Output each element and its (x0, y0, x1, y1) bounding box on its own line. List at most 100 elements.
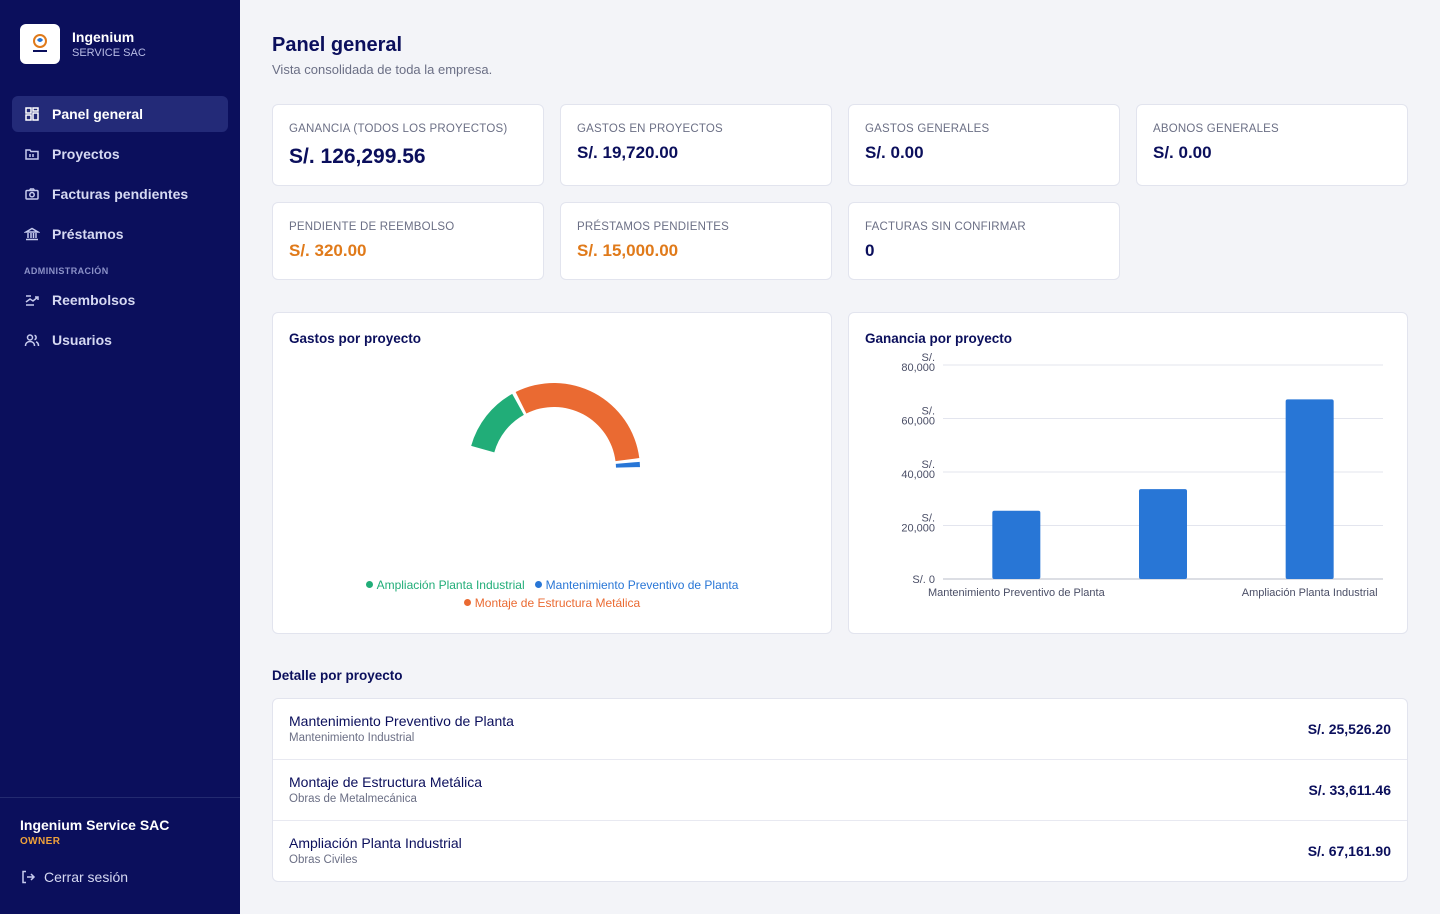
main-nav: Panel general Proyectos Facturas pendien… (12, 96, 228, 362)
bar[interactable] (1285, 399, 1334, 579)
kpi-value: S/. 126,299.56 (289, 145, 426, 168)
bar[interactable] (1139, 489, 1187, 579)
sidebar-item-usuarios[interactable]: Usuarios (12, 322, 228, 358)
bank-icon (24, 227, 40, 241)
legend-item[interactable]: Ampliación Planta Industrial (365, 578, 525, 592)
user-name: Ingenium Service SAC (20, 817, 170, 833)
y-tick-label: 80,000 (901, 362, 935, 374)
sidebar: Ingenium SERVICE SAC Panel general Proye… (0, 0, 240, 914)
logout-label: Cerrar sesión (44, 869, 129, 885)
project-category: Obras Civiles (289, 854, 358, 866)
chart-legend-row-1: Ampliación Planta Industrial Mantenimien… (273, 578, 831, 592)
kpi-value: S/. 320.00 (289, 241, 367, 260)
pie-slice[interactable] (515, 383, 640, 462)
kpi-label: GASTOS EN PROYECTOS (577, 123, 723, 135)
nav-section-administracion: ADMINISTRACIÓN (24, 266, 109, 276)
y-tick-label: S/. (922, 459, 935, 471)
table-row[interactable]: Montaje de Estructura Metálica Obras de … (273, 760, 1407, 821)
sidebar-item-facturas-pendientes[interactable]: Facturas pendientes (12, 176, 228, 212)
kpi-card-gastos-generales: GASTOS GENERALES S/. 0.00 (848, 104, 1120, 186)
sidebar-item-label: Panel general (52, 106, 144, 122)
kpi-label: GASTOS GENERALES (865, 123, 990, 135)
sidebar-item-label: Usuarios (52, 332, 112, 348)
chart-card-ganancia: Ganancia por proyecto S/. 0 S/. 20,000 S/. 4… (848, 312, 1408, 634)
project-name: Ampliación Planta Industrial (289, 835, 462, 851)
kpi-label: GANANCIA (TODOS LOS PROYECTOS) (289, 123, 508, 135)
legend-dot (365, 581, 373, 589)
pie-slice[interactable] (471, 393, 524, 453)
kpi-label: ABONOS GENERALES (1153, 123, 1279, 135)
project-amount: S/. 33,611.46 (1308, 782, 1391, 798)
users-icon (24, 334, 40, 347)
kpi-card-abonos-generales: ABONOS GENERALES S/. 0.00 (1136, 104, 1408, 186)
logout-icon (22, 870, 36, 884)
brand-subtitle: SERVICE SAC (72, 46, 146, 59)
sidebar-item-label: Reembolsos (52, 292, 136, 308)
donut-chart (471, 383, 640, 468)
project-name: Mantenimiento Preventivo de Planta (289, 713, 514, 729)
y-tick-label: S/. (922, 513, 935, 525)
x-tick-label: Ampliación Planta Industrial (1242, 587, 1378, 599)
chart-title: Ganancia por proyecto (865, 331, 1013, 346)
kpi-value: S/. 0.00 (865, 143, 924, 162)
sidebar-item-label: Facturas pendientes (52, 186, 189, 202)
project-category: Obras de Metalmecánica (289, 793, 417, 805)
kpi-card-ganancia: GANANCIA (TODOS LOS PROYECTOS) S/. 126,2… (272, 104, 544, 186)
kpi-value: S/. 15,000.00 (577, 241, 679, 260)
kpi-label: FACTURAS SIN CONFIRMAR (865, 221, 1026, 233)
y-tick-label: S/. (922, 352, 935, 364)
sidebar-item-proyectos[interactable]: Proyectos (12, 136, 228, 172)
kpi-card-gastos-proyectos: GASTOS EN PROYECTOS S/. 19,720.00 (560, 104, 832, 186)
legend-label: Ampliación Planta Industrial (376, 578, 525, 592)
sidebar-item-panel-general[interactable]: Panel general (12, 96, 228, 132)
refund-icon (25, 295, 39, 306)
project-amount: S/. 67,161.90 (1307, 843, 1391, 859)
kpi-value: S/. 19,720.00 (577, 143, 679, 162)
brand-name: Ingenium (72, 28, 135, 45)
kpi-label: PRÉSTAMOS PENDIENTES (577, 221, 730, 233)
sidebar-item-label: Préstamos (52, 226, 124, 242)
legend-label: Montaje de Estructura Metálica (474, 596, 641, 610)
chart-title: Gastos por proyecto (289, 331, 422, 346)
kpi-label: PENDIENTE DE REEMBOLSO (289, 221, 455, 233)
pie-slice[interactable] (615, 461, 640, 468)
legend-dot (534, 581, 542, 589)
y-tick-label: 20,000 (901, 523, 935, 535)
camera-icon (25, 188, 39, 200)
dashboard-icon (25, 107, 39, 121)
legend-label: Mantenimiento Preventivo de Planta (545, 578, 739, 592)
kpi-value: 0 (865, 241, 875, 260)
page-title: Panel general (272, 34, 403, 56)
sidebar-item-label: Proyectos (52, 146, 120, 162)
y-tick-label: S/. 0 (912, 574, 935, 586)
user-role-badge: OWNER (20, 836, 61, 847)
kpi-card-prestamos-pendientes: PRÉSTAMOS PENDIENTES S/. 15,000.00 (560, 202, 832, 280)
kpi-card-facturas-sin-confirmar: FACTURAS SIN CONFIRMAR 0 (848, 202, 1120, 280)
legend-item[interactable]: Montaje de Estructura Metálica (463, 596, 641, 610)
legend-item[interactable]: Mantenimiento Preventivo de Planta (534, 578, 739, 592)
kpi-card-pendiente-reembolso: PENDIENTE DE REEMBOLSO S/. 320.00 (272, 202, 544, 280)
sidebar-item-reembolsos[interactable]: Reembolsos (12, 282, 228, 318)
sidebar-item-prestamos[interactable]: Préstamos (12, 216, 228, 252)
y-tick-label: 40,000 (901, 469, 935, 481)
y-tick-label: S/. (922, 406, 935, 418)
logout-button[interactable]: Cerrar sesión (20, 869, 220, 885)
chart-card-gastos: Gastos por proyecto Ampliación Planta In… (272, 312, 832, 634)
page-subtitle: Vista consolidada de toda la empresa. (272, 62, 493, 77)
project-name: Montaje de Estructura Metálica (289, 774, 482, 790)
brand[interactable]: Ingenium SERVICE SAC (20, 24, 146, 64)
x-tick-label: Mantenimiento Preventivo de Planta (928, 587, 1106, 599)
bar-chart: S/. 0S/.20,000S/.40,000S/.60,000S/.80,00… (901, 352, 1383, 599)
sidebar-footer: Ingenium Service SAC OWNER Cerrar sesión (0, 797, 240, 903)
table-row[interactable]: Ampliación Planta Industrial Obras Civil… (273, 821, 1407, 882)
project-detail-list: Mantenimiento Preventivo de Planta Mante… (272, 698, 1408, 882)
project-amount: S/. 25,526.20 (1307, 721, 1391, 737)
y-tick-label: 60,000 (901, 416, 935, 428)
folder-icon (25, 149, 39, 160)
table-row[interactable]: Mantenimiento Preventivo de Planta Mante… (273, 699, 1407, 760)
bar[interactable] (992, 510, 1041, 579)
detail-section-title: Detalle por proyecto (272, 668, 403, 683)
legend-dot (463, 599, 471, 607)
company-logo (20, 24, 60, 64)
chart-legend-row-2: Montaje de Estructura Metálica (273, 596, 831, 610)
